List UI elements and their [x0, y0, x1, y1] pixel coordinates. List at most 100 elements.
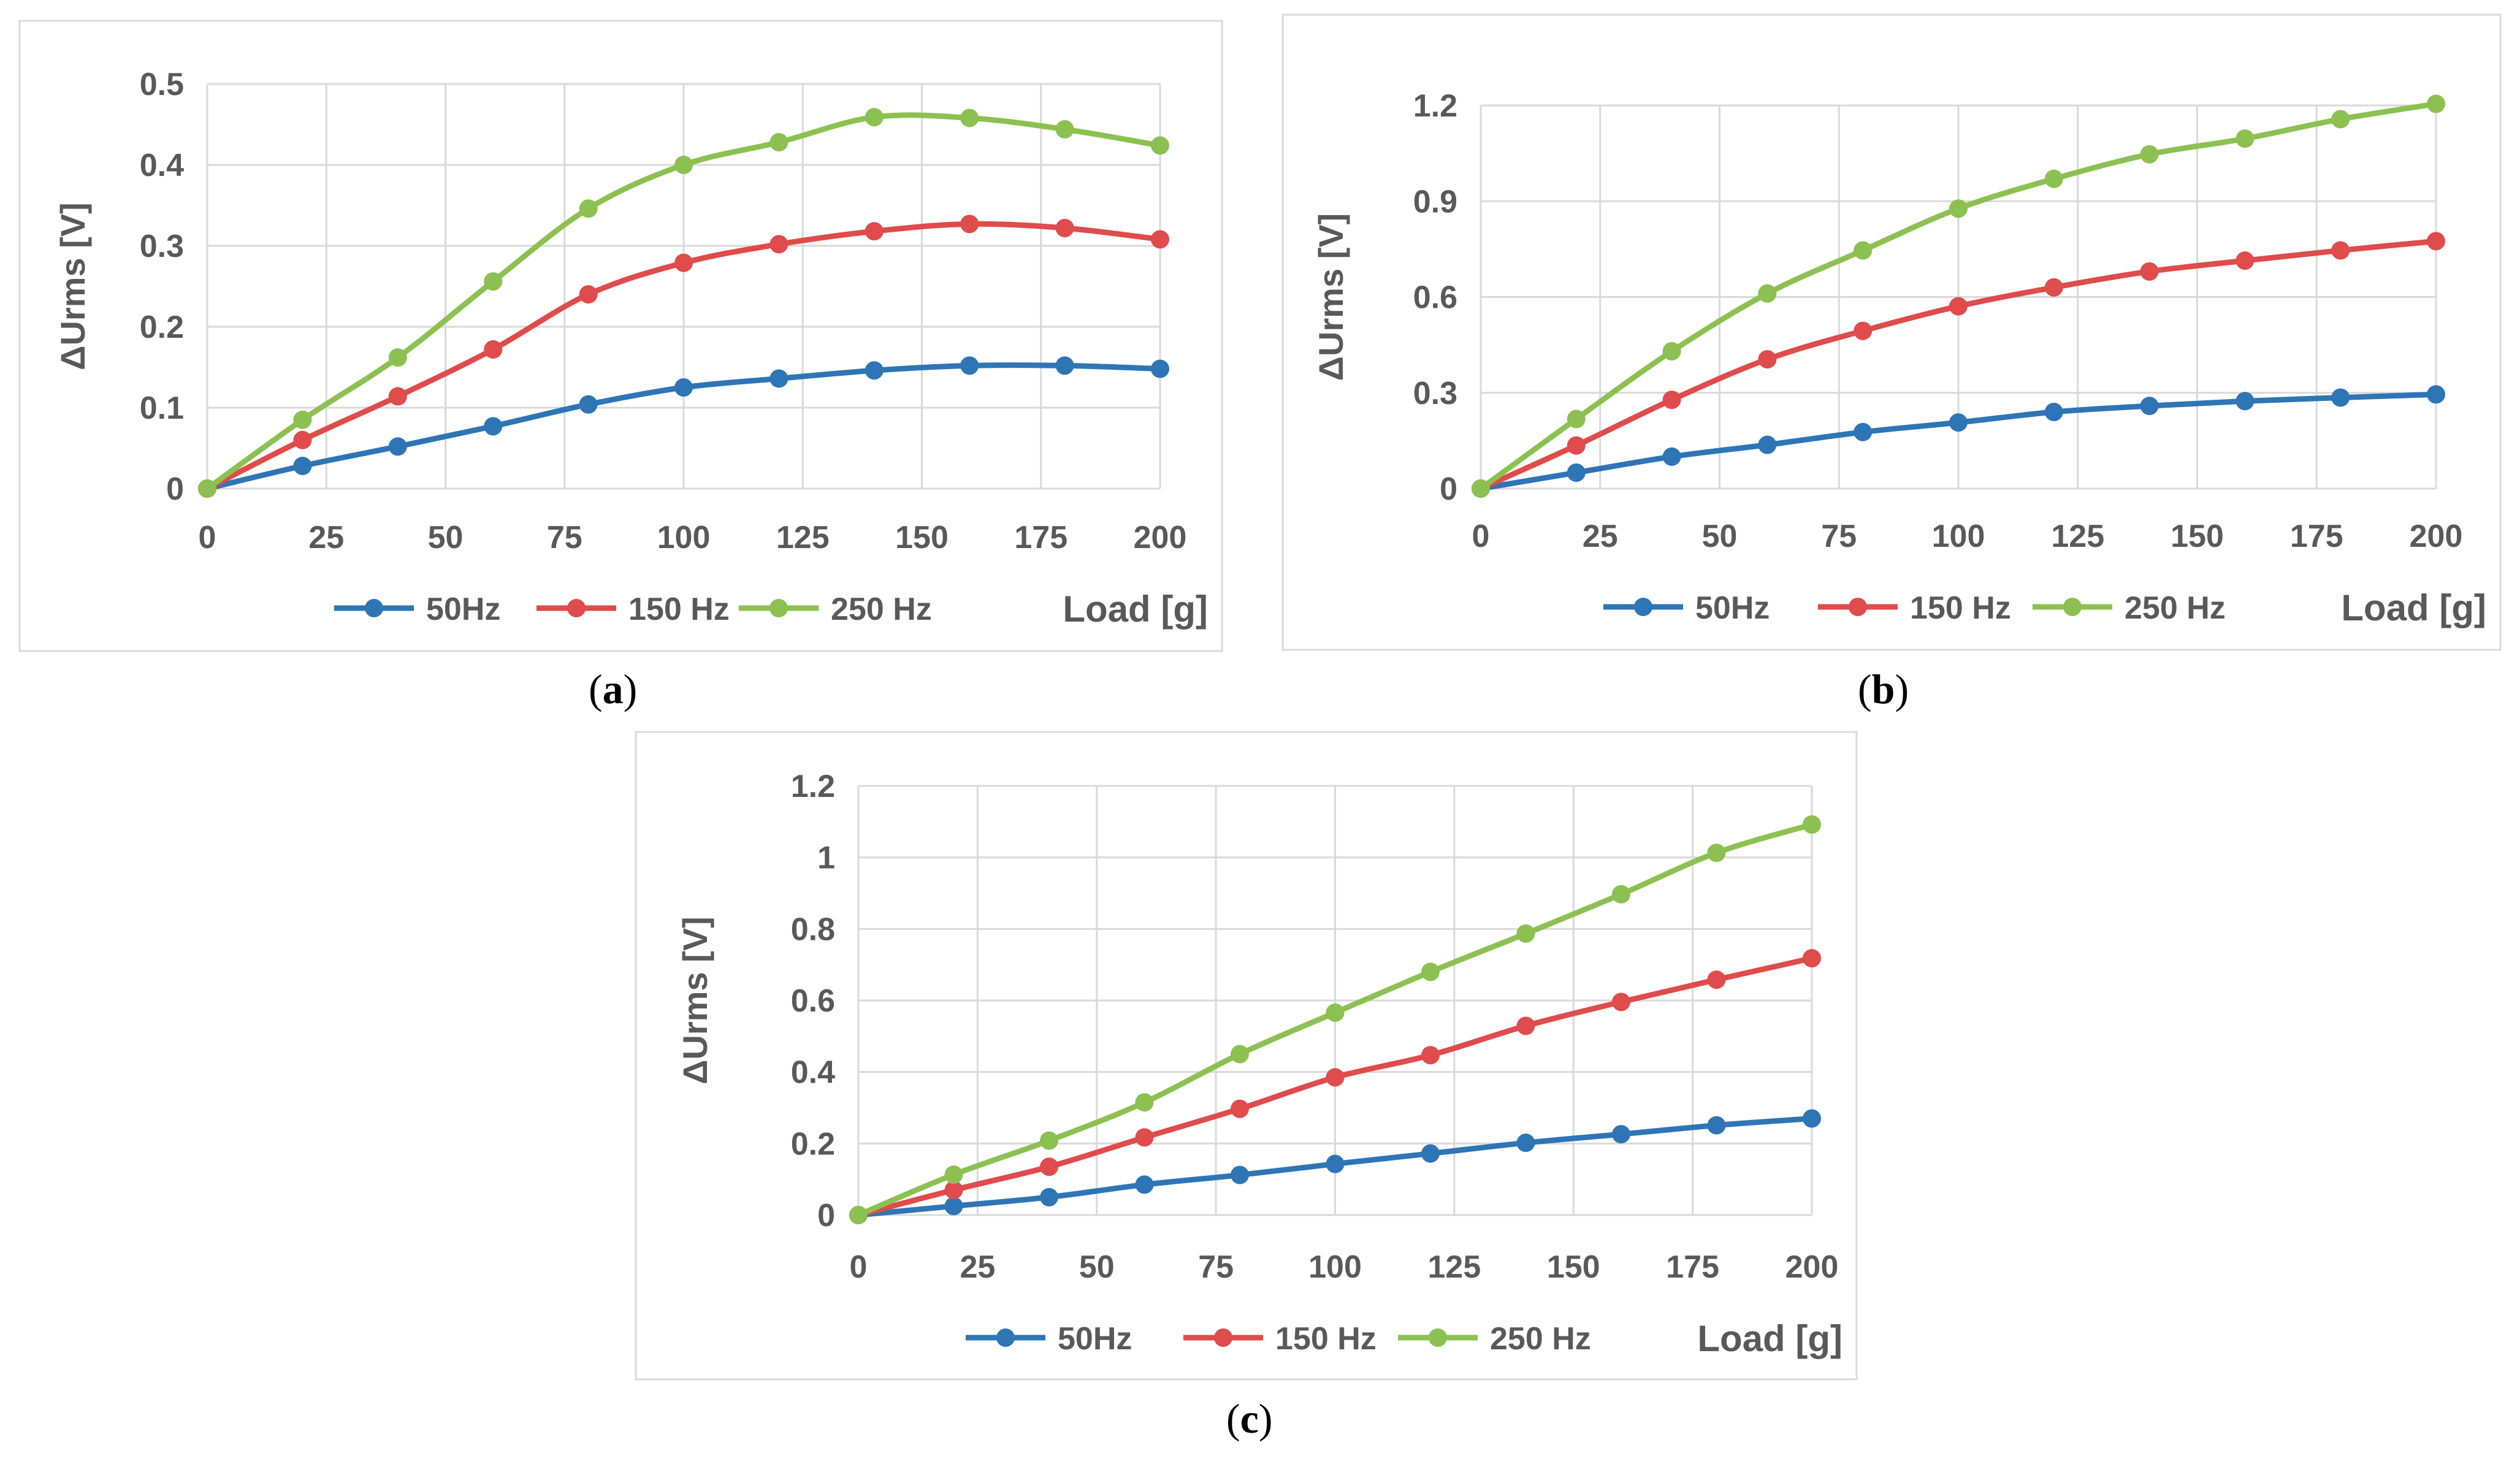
x-axis-label: Load [g] [1697, 1318, 1842, 1359]
x-tick-label: 25 [960, 1249, 995, 1285]
data-point [2044, 169, 2063, 188]
data-point [674, 156, 693, 174]
data-point [1516, 924, 1535, 943]
x-tick-label: 100 [1932, 519, 1985, 554]
legend-marker [567, 599, 586, 617]
data-point [1231, 1165, 1249, 1184]
chart-svg: 0 25 50 75 100 125 150 175 200 0 0.3 0.6 0.9 1.2 ΔUrms… [1281, 13, 2502, 651]
x-tick-label: 75 [547, 520, 582, 555]
data-point [1135, 1175, 1154, 1194]
data-point [1707, 970, 1726, 989]
y-tick-label: 0.5 [140, 67, 184, 102]
data-point [1803, 815, 1821, 834]
data-point [1055, 356, 1074, 375]
data-point [1055, 218, 1074, 237]
data-point [1854, 422, 1873, 441]
data-point [2140, 145, 2159, 164]
data-point [944, 1181, 963, 1200]
data-point [1040, 1157, 1058, 1176]
data-point [865, 361, 884, 380]
legend-label: 50Hz [1695, 590, 1770, 626]
y-tick-label: 0 [1440, 471, 1457, 507]
data-point [1040, 1187, 1058, 1206]
data-point [1567, 463, 1586, 482]
x-tick-label: 175 [1014, 520, 1067, 555]
data-point [1516, 1134, 1535, 1153]
data-point [2044, 278, 2063, 297]
data-point [2140, 262, 2159, 281]
data-point [1662, 447, 1681, 466]
x-axis-label: Load [g] [1063, 589, 1208, 630]
data-point [1135, 1128, 1154, 1147]
data-point [1421, 962, 1440, 981]
data-point [1055, 120, 1074, 139]
caption-a-letter: a [602, 666, 624, 712]
y-tick-label: 0.3 [1413, 376, 1457, 411]
y-tick-label: 0.4 [791, 1055, 835, 1091]
legend-label: 150 Hz [1910, 590, 2011, 626]
data-point [1040, 1131, 1058, 1150]
y-tick-label: 0.6 [791, 983, 835, 1019]
y-tick-label: 1.2 [1413, 88, 1457, 124]
data-point [1326, 1003, 1345, 1022]
x-tick-label: 200 [1785, 1249, 1839, 1285]
legend-marker [1429, 1328, 1447, 1347]
legend-item: 250 Hz [1398, 1321, 1591, 1357]
data-point [960, 356, 979, 375]
series-line [1478, 101, 2439, 492]
data-point [484, 417, 503, 436]
data-point [2427, 385, 2445, 404]
data-point [1612, 993, 1630, 1012]
data-point [944, 1197, 963, 1216]
x-tick-label: 25 [1583, 519, 1618, 554]
x-tick-label: 0 [1472, 519, 1490, 554]
legend-item: 250 Hz [739, 592, 932, 627]
y-axis-label: ΔUrms [V] [1312, 213, 1350, 381]
data-point [960, 215, 979, 234]
chart-svg: 0 25 50 75 100 125 150 175 200 0 0.2 0.4 0.6 0.8 1 1.2 Δ… [635, 731, 1858, 1381]
data-point [1854, 321, 1873, 340]
data-point [2236, 251, 2255, 270]
x-tick-label: 75 [1821, 519, 1857, 554]
x-tick-label: 50 [428, 520, 464, 555]
data-point [1949, 297, 1968, 316]
data-point [579, 199, 598, 218]
data-point [2140, 397, 2159, 416]
chart-panel-a: 0 25 50 75 100 125 150 175 200 0 0.1 0.2 0.3 0.4 0.5 ΔU… [18, 20, 1223, 652]
data-point [1758, 350, 1777, 369]
y-tick-label: 1.2 [791, 769, 835, 804]
legend-marker [365, 599, 383, 617]
x-tick-label: 125 [1427, 1249, 1481, 1285]
legend-item: 150 Hz [536, 592, 730, 627]
x-tick-label: 125 [776, 520, 830, 555]
data-point [2427, 232, 2445, 251]
data-point [1421, 1046, 1440, 1065]
data-point [2331, 241, 2350, 260]
data-point [2236, 392, 2255, 411]
x-tick-label: 50 [1079, 1249, 1115, 1285]
data-point [1151, 136, 1169, 155]
y-axis-label: ΔUrms [V] [676, 916, 714, 1084]
legend-label: 150 Hz [628, 592, 730, 627]
y-tick-label: 0 [817, 1198, 835, 1233]
legend-label: 50Hz [1058, 1321, 1132, 1357]
x-tick-label: 125 [2051, 519, 2104, 554]
data-point [484, 340, 503, 359]
y-tick-label: 0.9 [1413, 184, 1457, 219]
caption-a: (a) [589, 666, 638, 712]
legend-label: 50Hz [426, 592, 500, 627]
legend-label: 250 Hz [1490, 1321, 1591, 1357]
data-point [1803, 1109, 1821, 1128]
data-point [1567, 410, 1586, 429]
caption-b: (b) [1858, 666, 1909, 712]
legend-marker [996, 1328, 1015, 1347]
data-point [2044, 403, 2063, 421]
data-point [769, 235, 788, 254]
legend-marker [1214, 1328, 1232, 1347]
data-point [2427, 94, 2445, 113]
data-point [944, 1165, 963, 1184]
data-point [1854, 241, 1873, 260]
legend-label: 250 Hz [831, 592, 932, 627]
data-point [1151, 230, 1169, 249]
legend-item: 50Hz [966, 1321, 1132, 1357]
